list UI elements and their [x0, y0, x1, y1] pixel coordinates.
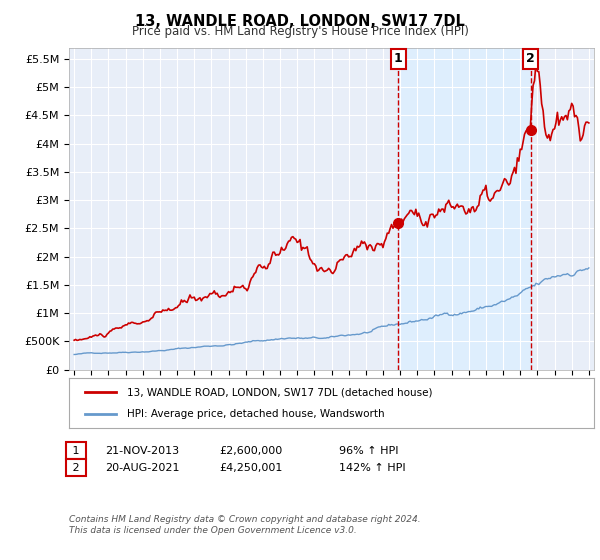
Text: Price paid vs. HM Land Registry's House Price Index (HPI): Price paid vs. HM Land Registry's House …: [131, 25, 469, 38]
Text: 1: 1: [69, 446, 83, 456]
Text: 20-AUG-2021: 20-AUG-2021: [105, 463, 179, 473]
Text: 96% ↑ HPI: 96% ↑ HPI: [339, 446, 398, 456]
Text: 1: 1: [394, 53, 403, 66]
Bar: [398, 48, 530, 370]
Text: 2: 2: [526, 53, 535, 66]
Text: 2: 2: [69, 463, 83, 473]
Text: 142% ↑ HPI: 142% ↑ HPI: [339, 463, 406, 473]
Text: HPI: Average price, detached house, Wandsworth: HPI: Average price, detached house, Wand…: [127, 409, 385, 419]
Text: £4,250,001: £4,250,001: [219, 463, 283, 473]
Text: £2,600,000: £2,600,000: [219, 446, 282, 456]
Text: 13, WANDLE ROAD, LONDON, SW17 7DL (detached house): 13, WANDLE ROAD, LONDON, SW17 7DL (detac…: [127, 387, 432, 397]
Text: 13, WANDLE ROAD, LONDON, SW17 7DL: 13, WANDLE ROAD, LONDON, SW17 7DL: [135, 14, 465, 29]
Text: Contains HM Land Registry data © Crown copyright and database right 2024.
This d: Contains HM Land Registry data © Crown c…: [69, 515, 421, 535]
Text: 21-NOV-2013: 21-NOV-2013: [105, 446, 179, 456]
